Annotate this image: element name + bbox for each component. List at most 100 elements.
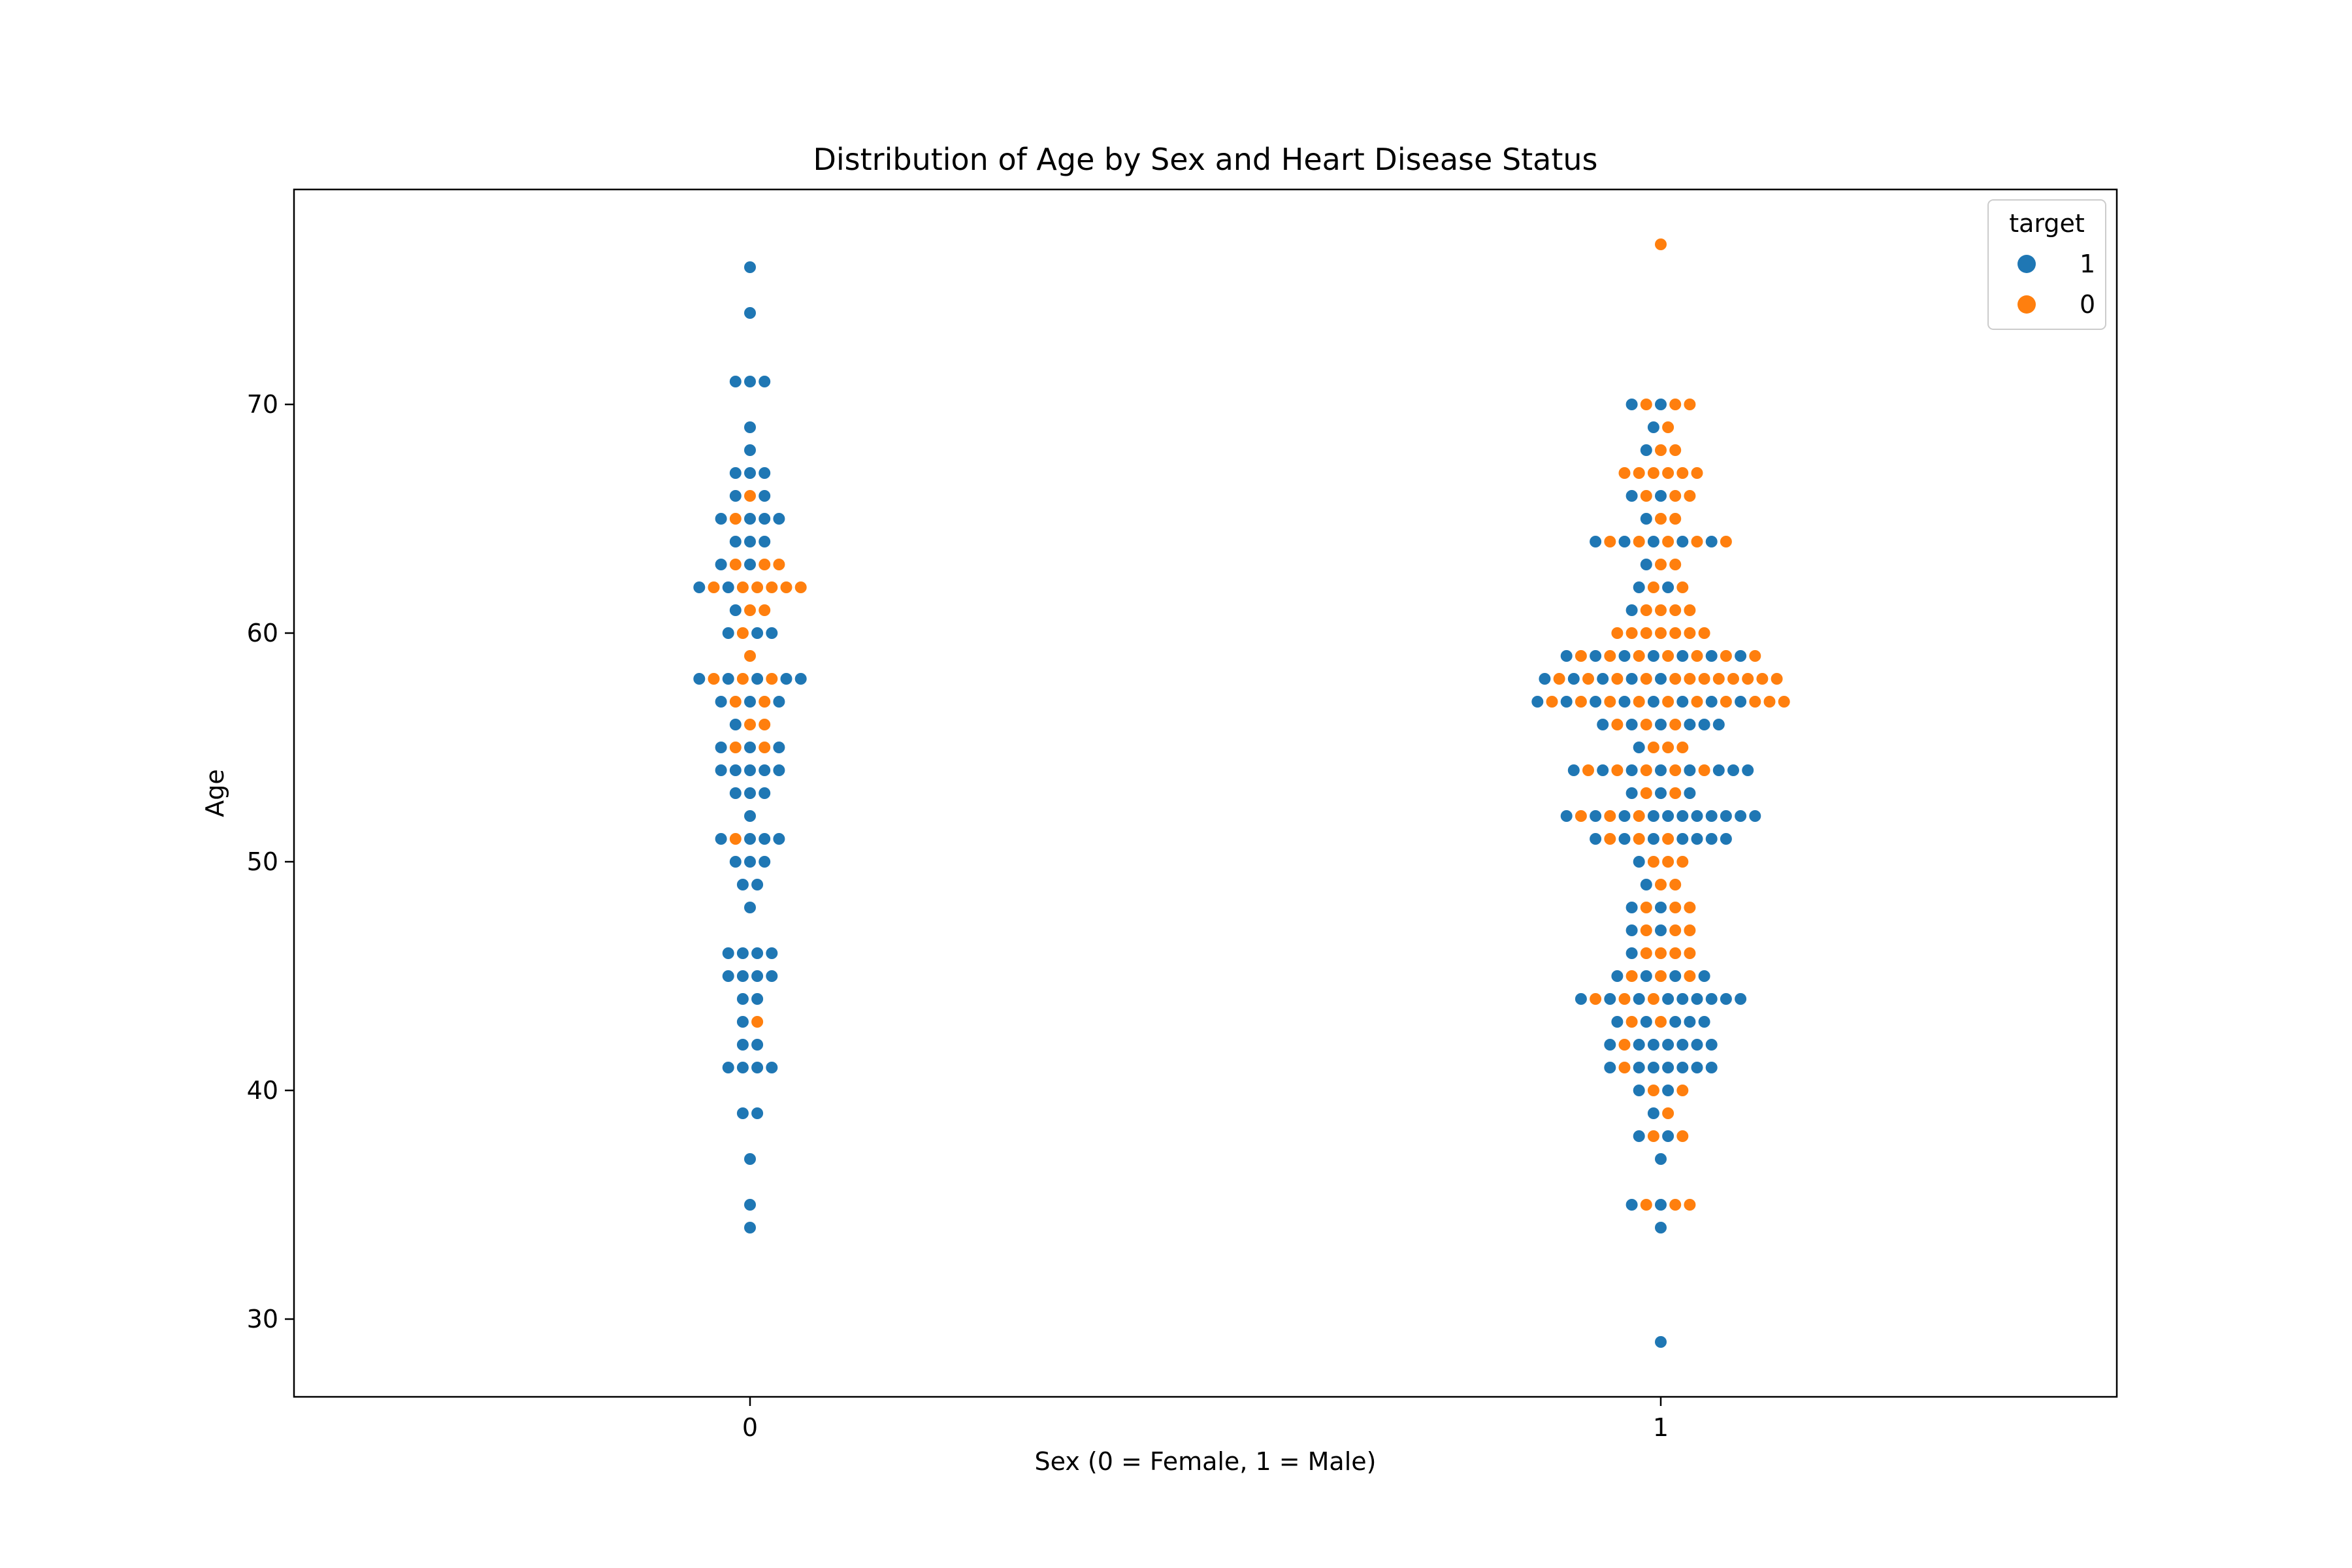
data-point-target-0 bbox=[1647, 467, 1659, 479]
data-point-target-1 bbox=[1625, 604, 1638, 616]
data-point-target-1 bbox=[1662, 810, 1674, 822]
data-point-target-1 bbox=[1655, 924, 1667, 936]
data-point-target-0 bbox=[1647, 1130, 1659, 1142]
data-point-target-0 bbox=[1669, 604, 1682, 616]
data-point-target-1 bbox=[1712, 764, 1725, 776]
data-point-target-0 bbox=[1684, 947, 1696, 959]
data-point-target-1 bbox=[1735, 810, 1747, 822]
data-point-target-1 bbox=[744, 513, 756, 525]
y-tick-label: 50 bbox=[247, 847, 278, 876]
data-point-target-1 bbox=[722, 1062, 734, 1073]
data-point-target-1 bbox=[759, 787, 771, 799]
x-tick-label: 0 bbox=[742, 1413, 758, 1442]
data-point-target-1 bbox=[1647, 833, 1659, 845]
data-point-target-1 bbox=[736, 1107, 749, 1119]
data-point-target-1 bbox=[1597, 719, 1609, 730]
data-point-target-0 bbox=[1640, 947, 1652, 959]
data-point-target-1 bbox=[1633, 742, 1645, 753]
data-point-target-1 bbox=[1633, 993, 1645, 1005]
data-point-target-1 bbox=[744, 742, 756, 753]
data-point-target-1 bbox=[693, 581, 706, 593]
data-point-target-0 bbox=[1611, 764, 1624, 776]
data-point-target-1 bbox=[744, 1222, 756, 1233]
data-point-target-1 bbox=[744, 764, 756, 776]
data-point-target-1 bbox=[1590, 833, 1602, 845]
data-point-target-0 bbox=[736, 673, 749, 685]
data-point-target-1 bbox=[751, 993, 764, 1005]
data-point-target-0 bbox=[794, 581, 807, 593]
data-point-target-1 bbox=[1633, 1039, 1645, 1051]
data-point-target-1 bbox=[1618, 650, 1631, 662]
data-point-target-0 bbox=[1662, 1107, 1674, 1119]
data-point-target-0 bbox=[1655, 513, 1667, 525]
data-point-target-1 bbox=[1684, 787, 1696, 799]
data-point-target-1 bbox=[773, 833, 785, 845]
data-point-target-1 bbox=[1712, 719, 1725, 730]
data-point-target-1 bbox=[715, 559, 727, 570]
y-tick-label: 30 bbox=[247, 1305, 278, 1333]
data-point-target-0 bbox=[1676, 1085, 1689, 1096]
data-point-target-0 bbox=[1669, 879, 1682, 890]
data-point-target-0 bbox=[1625, 627, 1638, 639]
data-point-target-1 bbox=[744, 559, 756, 570]
data-point-target-1 bbox=[1705, 536, 1718, 547]
legend-label-0: 0 bbox=[2080, 290, 2095, 319]
data-point-target-1 bbox=[744, 1199, 756, 1211]
data-point-target-0 bbox=[736, 627, 749, 639]
data-point-target-1 bbox=[1647, 421, 1659, 433]
data-point-target-0 bbox=[1640, 924, 1652, 936]
data-point-target-1 bbox=[1727, 764, 1739, 776]
data-point-target-1 bbox=[715, 742, 727, 753]
data-point-target-1 bbox=[1640, 879, 1652, 890]
data-point-target-1 bbox=[1669, 1016, 1682, 1028]
data-point-target-1 bbox=[1604, 993, 1616, 1005]
data-point-target-1 bbox=[1611, 1016, 1624, 1028]
data-point-target-1 bbox=[1662, 1130, 1674, 1142]
data-point-target-1 bbox=[759, 764, 771, 776]
data-point-target-0 bbox=[1625, 1016, 1638, 1028]
legend-marker-0 bbox=[2017, 295, 2036, 314]
data-point-target-0 bbox=[1546, 696, 1558, 708]
data-point-target-1 bbox=[1655, 490, 1667, 502]
data-point-target-0 bbox=[1582, 764, 1594, 776]
data-point-target-1 bbox=[1720, 833, 1732, 845]
data-point-target-0 bbox=[1647, 856, 1659, 868]
data-point-target-1 bbox=[729, 536, 742, 547]
data-point-target-1 bbox=[1647, 536, 1659, 547]
data-point-target-1 bbox=[1662, 1062, 1674, 1073]
x-axis-label: Sex (0 = Female, 1 = Male) bbox=[1035, 1447, 1377, 1476]
data-point-target-0 bbox=[1655, 1016, 1667, 1028]
data-point-target-1 bbox=[722, 947, 734, 959]
data-point-target-0 bbox=[759, 696, 771, 708]
data-point-target-0 bbox=[1575, 810, 1587, 822]
data-point-target-1 bbox=[1655, 764, 1667, 776]
data-point-target-1 bbox=[1735, 696, 1747, 708]
data-point-target-1 bbox=[744, 536, 756, 547]
data-point-target-0 bbox=[1655, 627, 1667, 639]
data-point-target-1 bbox=[773, 764, 785, 776]
data-point-target-1 bbox=[1640, 1016, 1652, 1028]
data-point-target-1 bbox=[751, 1107, 764, 1119]
data-point-target-1 bbox=[1597, 673, 1609, 685]
data-point-target-1 bbox=[1633, 1130, 1645, 1142]
data-point-target-0 bbox=[708, 581, 720, 593]
data-point-target-1 bbox=[744, 696, 756, 708]
data-point-target-1 bbox=[1655, 902, 1667, 913]
data-point-target-0 bbox=[1625, 970, 1638, 982]
data-point-target-1 bbox=[1691, 833, 1703, 845]
data-point-target-0 bbox=[1669, 764, 1682, 776]
data-point-target-0 bbox=[744, 719, 756, 730]
data-point-target-1 bbox=[1647, 1107, 1659, 1119]
data-point-target-0 bbox=[751, 581, 764, 593]
data-point-target-1 bbox=[1676, 833, 1689, 845]
data-point-target-1 bbox=[1633, 856, 1645, 868]
data-point-target-1 bbox=[1560, 810, 1573, 822]
data-point-target-1 bbox=[722, 970, 734, 982]
data-point-target-0 bbox=[1633, 833, 1645, 845]
data-point-target-0 bbox=[1698, 764, 1710, 776]
data-point-target-1 bbox=[1662, 1039, 1674, 1051]
data-point-target-0 bbox=[1771, 673, 1783, 685]
points-layer bbox=[693, 238, 1790, 1348]
data-point-target-1 bbox=[751, 673, 764, 685]
